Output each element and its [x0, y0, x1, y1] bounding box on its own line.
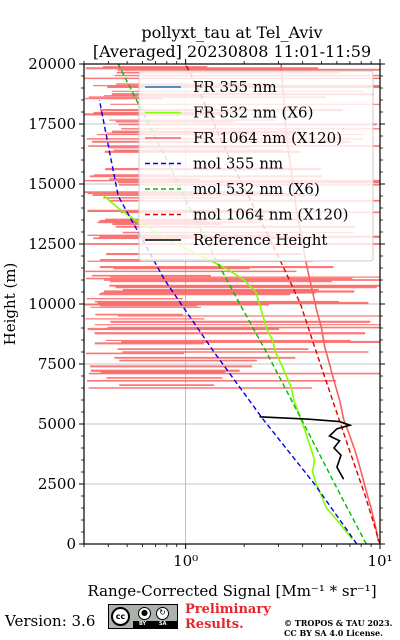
y-tick-label-6: 15000 — [28, 175, 76, 193]
legend-entry-6: Reference Height — [193, 231, 327, 249]
copyright: © TROPOS & TAU 2023. CC BY SA 4.0 Licens… — [284, 618, 392, 638]
license-bar: BY SA — [133, 621, 177, 628]
x-tick-label-0: 10⁰ — [173, 552, 198, 570]
series-line-3 — [98, 99, 358, 544]
by-label: BY — [139, 621, 147, 627]
cc-icon: cc — [111, 607, 130, 626]
x-axis-label: Range-Corrected Signal [Mm⁻¹ * sr⁻¹] — [87, 582, 376, 600]
preliminary-notice: Preliminary Results. — [185, 602, 271, 632]
chart: pollyxt_tau at Tel_Aviv [Averaged] 20230… — [1, 23, 393, 600]
legend: FR 355 nm FR 532 nm (X6) FR 1064 nm (X120)… — [138, 70, 374, 262]
series-line-6 — [259, 416, 353, 480]
legend-box — [138, 70, 374, 262]
y-tick-label-8: 20000 — [28, 55, 76, 73]
by-icon: ● — [138, 607, 151, 620]
legend-entry-2: FR 1064 nm (X120) — [193, 129, 342, 147]
cc-license-badge: cc ● ↻ BY SA — [108, 604, 178, 629]
footer: Version: 3.6 cc ● ↻ BY SA Preliminary Re… — [0, 600, 400, 640]
y-axis-label: Height (m) — [1, 263, 19, 346]
legend-entry-1: FR 532 nm (X6) — [193, 104, 313, 122]
legend-entry-0: FR 355 nm — [193, 78, 277, 96]
prelim-line2: Results. — [185, 617, 244, 632]
chart-title-line2: [Averaged] 20230808 11:01-11:59 — [93, 42, 371, 61]
prelim-line1: Preliminary — [185, 602, 271, 617]
y-tick-label-4: 10000 — [28, 295, 76, 313]
y-tick-label-2: 5000 — [38, 415, 76, 433]
y-tick-label-5: 12500 — [28, 235, 76, 253]
y-tick-label-3: 7500 — [38, 355, 76, 373]
copyright-line1: © TROPOS & TAU 2023. — [284, 618, 393, 628]
y-tick-label-0: 0 — [66, 535, 76, 553]
sa-icon: ↻ — [156, 607, 169, 620]
x-tick-label-1: 10¹ — [367, 552, 392, 570]
y-tick-label-1: 2500 — [38, 475, 76, 493]
ticks: 0 2500 5000 7500 10000 12500 15000 17500 20000 10… — [28, 55, 392, 570]
sa-label: SA — [159, 621, 167, 627]
y-tick-label-7: 17500 — [28, 115, 76, 133]
version-text: Version: 3.6 — [5, 612, 96, 630]
chart-title-line1: pollyxt_tau at Tel_Aviv — [141, 23, 322, 42]
legend-entry-5: mol 1064 nm (X120) — [193, 206, 348, 224]
legend-entry-3: mol 355 nm — [193, 155, 283, 173]
copyright-line2: CC BY SA 4.0 License. — [284, 628, 383, 638]
legend-entry-4: mol 532 nm (X6) — [193, 180, 320, 198]
